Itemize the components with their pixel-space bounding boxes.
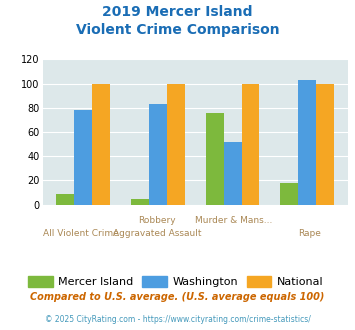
Text: © 2025 CityRating.com - https://www.cityrating.com/crime-statistics/: © 2025 CityRating.com - https://www.city… <box>45 315 310 324</box>
Text: Violent Crime Comparison: Violent Crime Comparison <box>76 23 279 37</box>
Text: Murder & Mans...: Murder & Mans... <box>195 216 272 225</box>
Bar <box>56 194 75 205</box>
Bar <box>75 110 92 205</box>
Bar <box>316 83 334 205</box>
Bar <box>206 113 224 205</box>
Legend: Mercer Island, Washington, National: Mercer Island, Washington, National <box>24 271 328 291</box>
Bar <box>92 83 110 205</box>
Bar <box>131 199 149 205</box>
Bar <box>280 183 298 205</box>
Text: 2019 Mercer Island: 2019 Mercer Island <box>102 5 253 19</box>
Bar <box>298 80 316 205</box>
Bar <box>167 83 185 205</box>
Text: All Violent Crime: All Violent Crime <box>43 229 119 238</box>
Bar <box>224 142 241 205</box>
Text: Compared to U.S. average. (U.S. average equals 100): Compared to U.S. average. (U.S. average … <box>30 292 325 302</box>
Text: Rape: Rape <box>298 229 321 238</box>
Bar <box>241 83 260 205</box>
Bar <box>149 104 167 205</box>
Text: Aggravated Assault: Aggravated Assault <box>113 229 201 238</box>
Text: Robbery: Robbery <box>138 216 176 225</box>
